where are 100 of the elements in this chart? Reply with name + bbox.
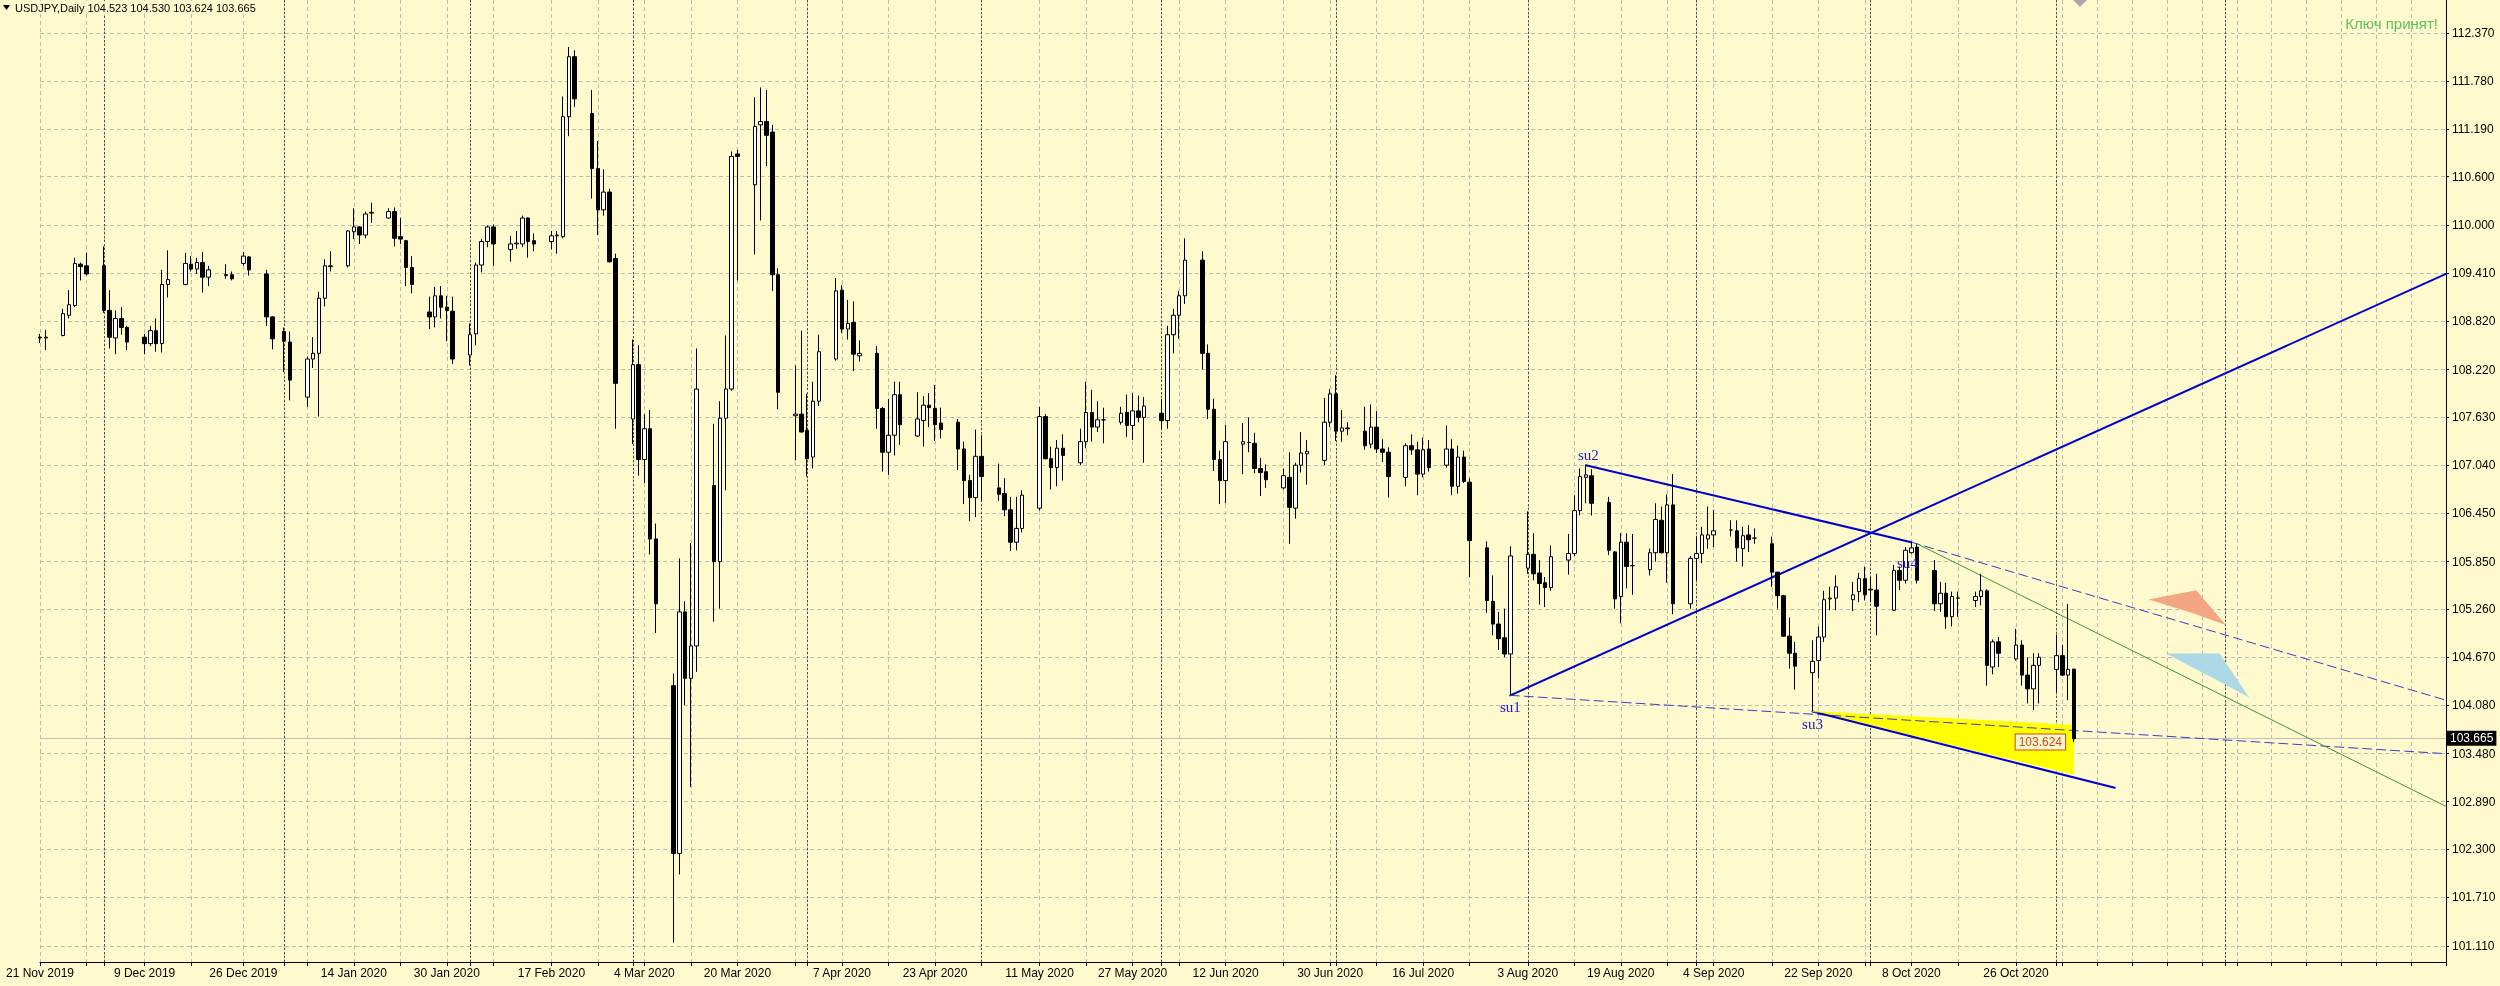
- y-tick-label: 111.780: [2452, 74, 2494, 89]
- annotation: su3: [1802, 716, 1823, 733]
- candlestick: [160, 269, 164, 354]
- chart-title: USDJPY,Daily 104.523 104.530 103.624 103.665: [15, 1, 256, 14]
- x-tick-label: 16 Jul 2020: [1392, 966, 1455, 980]
- y-tick-label: 107.040: [2452, 458, 2496, 473]
- candlestick: [288, 330, 292, 401]
- y-tick-label: 110.600: [2452, 169, 2495, 184]
- x-tick-label: 14 Jan 2020: [320, 966, 388, 980]
- candlestick: [1183, 237, 1187, 305]
- candlestick: [1363, 406, 1367, 451]
- candlestick: [1462, 450, 1466, 484]
- candlestick: [1247, 416, 1251, 453]
- x-tick-label: 3 Aug 2020: [1497, 966, 1559, 980]
- x-tick-label: 4 Sep 2020: [1683, 966, 1745, 980]
- candlestick: [61, 308, 65, 337]
- candlestick: [1467, 477, 1472, 578]
- candlestick: [834, 277, 838, 362]
- candlestick: [939, 407, 943, 439]
- x-tick-label: 11 May 2020: [1005, 966, 1075, 980]
- candlestick: [450, 296, 455, 365]
- candlestick: [1607, 496, 1611, 556]
- candlestick: [654, 523, 658, 634]
- y-tick-label: 108.220: [2452, 362, 2496, 377]
- candlestick: [230, 271, 234, 281]
- candlestick: [67, 289, 71, 320]
- candlestick: [468, 322, 472, 367]
- x-tick-label: 27 May 2020: [1097, 966, 1168, 980]
- candlestick: [1735, 519, 1739, 563]
- candlestick: [1671, 473, 1675, 615]
- annotation: su1: [1499, 698, 1521, 715]
- candlestick: [718, 400, 722, 610]
- x-tick-label: 19 Aug 2020: [1587, 966, 1655, 980]
- y-tick-label: 102.890: [2452, 794, 2496, 809]
- candlestick: [410, 255, 414, 294]
- y-tick-label: 110.000: [2452, 218, 2495, 233]
- candlestick: [1334, 374, 1338, 442]
- candlestick: [840, 284, 844, 334]
- annotation: su2: [1577, 446, 1599, 463]
- x-tick-label: 21 Nov 2019: [5, 966, 75, 980]
- candlestick: [1729, 519, 1733, 538]
- y-tick-label: 104.080: [2452, 698, 2496, 713]
- ref-line-label: 103.665: [2450, 731, 2494, 746]
- y-tick-label: 111.190: [2452, 121, 2494, 136]
- y-tick-label: 106.450: [2452, 506, 2496, 521]
- y-tick-label: 105.260: [2452, 602, 2496, 617]
- candlestick: [1834, 574, 1838, 611]
- candlestick: [166, 249, 170, 298]
- candlestick: [1061, 433, 1065, 482]
- x-tick-label: 26 Dec 2019: [209, 966, 278, 980]
- candlestick: [44, 329, 48, 351]
- y-tick-label: 103.480: [2452, 746, 2496, 761]
- x-tick-label: 17 Feb 2020: [517, 966, 586, 980]
- candlestick: [2014, 628, 2018, 662]
- candlestick: [933, 384, 937, 442]
- y-tick-label: 104.670: [2452, 650, 2496, 665]
- candlestick: [532, 232, 536, 252]
- candlestick: [346, 229, 350, 268]
- x-tick-label: 30 Jun 2020: [1297, 966, 1364, 980]
- candlestick: [1752, 527, 1757, 545]
- candlestick: [1950, 591, 1954, 627]
- candlestick: [1549, 544, 1553, 592]
- annotation: 103.624: [2018, 735, 2063, 750]
- x-tick-label: 20 Mar 2020: [703, 966, 772, 980]
- candlestick: [561, 95, 565, 239]
- candlestick: [1613, 550, 1617, 610]
- candlestick: [38, 333, 42, 344]
- y-tick-label: 107.630: [2452, 410, 2496, 425]
- candlestick: [1956, 591, 1960, 618]
- candlestick: [712, 423, 716, 623]
- candlestick: [956, 418, 960, 471]
- candlestick: [1119, 406, 1123, 426]
- y-tick-label: 109.410: [2452, 266, 2496, 281]
- candlestick: [404, 239, 408, 287]
- candlestick: [1810, 639, 1815, 713]
- candlestick: [224, 263, 228, 280]
- candlestick: [1851, 581, 1855, 612]
- candlestick: [817, 334, 821, 407]
- candlestick: [282, 326, 286, 373]
- x-tick-label: 12 Jun 2020: [1192, 966, 1259, 980]
- candlestick: [317, 291, 321, 418]
- y-tick-label: 101.110: [2452, 938, 2495, 953]
- candlestick: [1241, 422, 1245, 475]
- y-tick-label: 112.370: [2452, 26, 2495, 41]
- candlestick: [2072, 668, 2076, 743]
- candlestick: [1055, 439, 1059, 487]
- x-tick-label: 23 Apr 2020: [902, 966, 968, 980]
- candlestick: [439, 285, 443, 320]
- x-tick-label: 7 Apr 2020: [812, 966, 872, 980]
- candlestick: [1101, 407, 1106, 444]
- candlestick: [1212, 398, 1216, 472]
- candlestick: [1828, 586, 1832, 611]
- candlestick: [753, 96, 757, 255]
- x-tick-label: 22 Sep 2020: [1784, 966, 1853, 980]
- x-tick-label: 9 Dec 2019: [113, 966, 176, 980]
- y-tick-label: 105.850: [2452, 554, 2496, 569]
- y-tick-label: 102.300: [2452, 842, 2496, 857]
- x-tick-label: 4 Mar 2020: [614, 966, 676, 980]
- y-tick-label: 101.710: [2452, 890, 2496, 905]
- annotation: Ключ принят!: [2345, 15, 2439, 32]
